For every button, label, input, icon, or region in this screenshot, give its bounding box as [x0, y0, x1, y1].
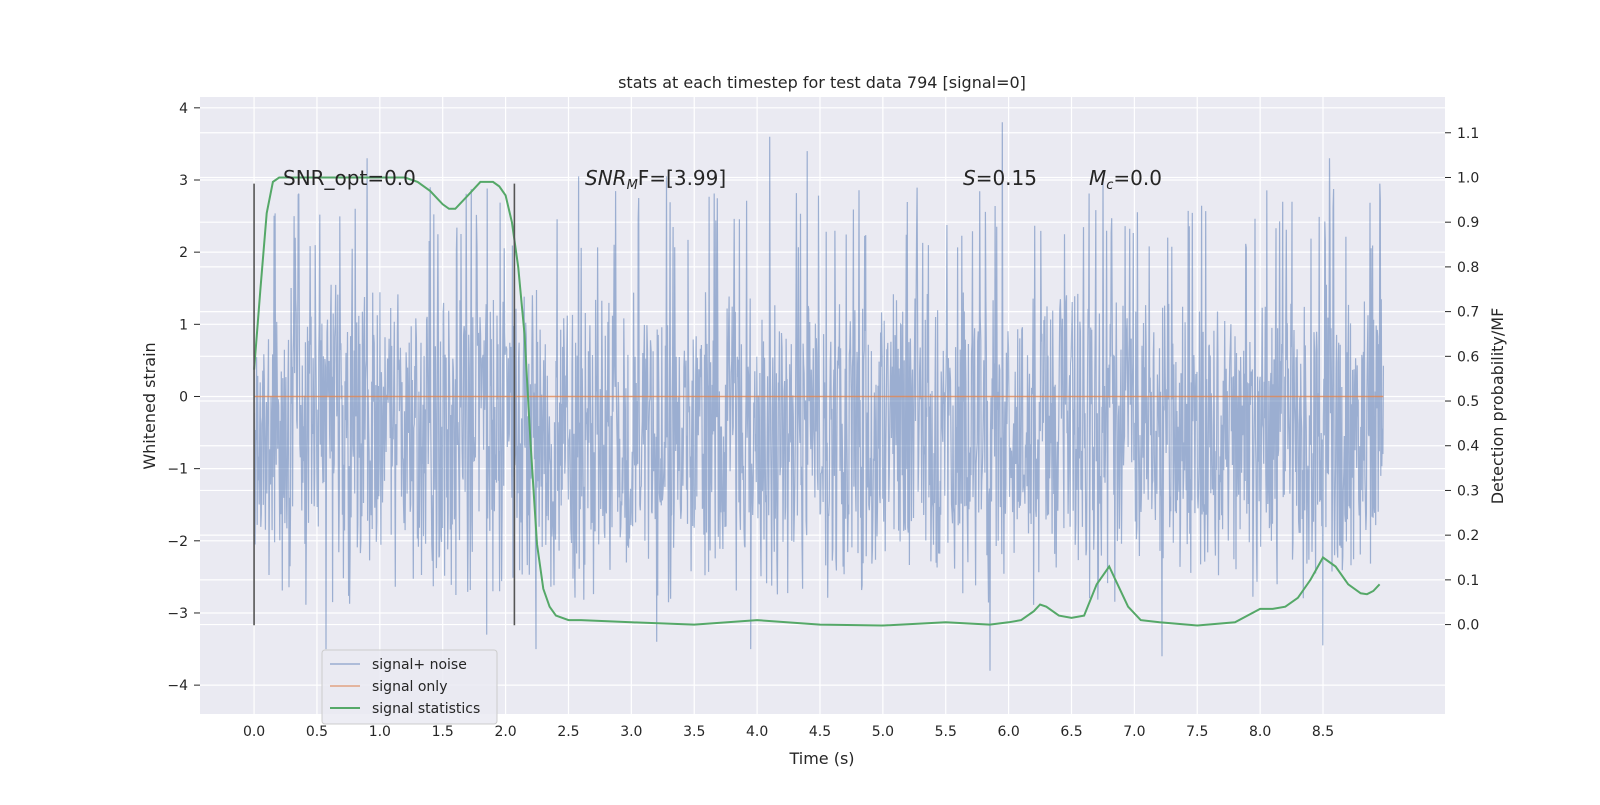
y-right-tick-label: 0.2	[1457, 528, 1479, 544]
x-tick-label: 6.0	[997, 724, 1019, 740]
annotation-mc-italic: M	[1089, 166, 1106, 190]
y-left-tick-label: 4	[179, 101, 188, 117]
marker-layer	[253, 183, 516, 626]
annotations: SNR_opt=0.0 SNRMF=[3.99] S=0.15 Mc=0.0	[283, 166, 1162, 193]
y-left-tick-label: −2	[167, 534, 188, 550]
legend-label-signal-statistics: signal statistics	[372, 701, 480, 717]
y-left-tick-label: 0	[179, 389, 188, 405]
y-right-tick-label: 0.7	[1457, 305, 1479, 321]
x-tick-label: 3.5	[683, 724, 705, 740]
y-left-tick-label: 2	[179, 245, 188, 261]
x-tick-label: 3.0	[620, 724, 642, 740]
signal-noise-series	[253, 122, 1384, 671]
y-right-tick-label: 1.0	[1457, 170, 1479, 186]
annotation-mc-sub: c	[1106, 178, 1113, 193]
y-right-tick-label: 0.3	[1457, 483, 1479, 499]
annotation-snr-mf-sub: M	[627, 178, 638, 193]
x-axis-label: Time (s)	[788, 749, 854, 768]
x-tick-label: 4.0	[746, 724, 768, 740]
y-right-tick-label: 0.1	[1457, 573, 1479, 589]
x-tick-label: 2.5	[557, 724, 579, 740]
annotation-snr-opt: SNR_opt=0.0	[283, 166, 416, 190]
y-right-tick-label: 0.6	[1457, 349, 1479, 365]
x-tick-label: 5.5	[935, 724, 957, 740]
x-tick-label: 8.0	[1249, 724, 1271, 740]
signal-statistics-line	[253, 176, 1381, 627]
y-right-tick-label: 0.4	[1457, 439, 1479, 455]
x-tick-label: 0.5	[306, 724, 328, 740]
tick-layer: 0.0 0.5 1.0 1.5 2.0 2.5 3.0 3.5 4.0 4.5 5.0 5.5 6.0 6…	[167, 101, 1479, 740]
legend: signal+ noise signal only signal statist…	[321, 649, 498, 725]
x-tick-label: 7.0	[1123, 724, 1145, 740]
annotation-s-rest: =0.15	[976, 166, 1037, 190]
x-tick-label: 7.5	[1186, 724, 1208, 740]
x-tick-label: 1.5	[432, 724, 454, 740]
y-right-tick-label: 0.9	[1457, 215, 1479, 231]
legend-label-signal-only: signal only	[372, 679, 447, 695]
y-axis-label-right: Detection probability/MF	[1488, 308, 1507, 505]
y-right-tick-label: 1.1	[1457, 126, 1479, 142]
y-right-tick-label: 0.5	[1457, 394, 1479, 410]
annotation-s-italic: S	[963, 166, 976, 190]
y-left-tick-label: 3	[179, 173, 188, 189]
y-axis-label-left: Whitened strain	[140, 342, 159, 469]
chart-title: stats at each timestep for test data 794…	[618, 73, 1026, 92]
x-tick-label: 5.0	[872, 724, 894, 740]
legend-label-signal-noise: signal+ noise	[372, 657, 467, 673]
signal-noise-line	[253, 122, 1384, 671]
y-right-tick-label: 0.8	[1457, 260, 1479, 276]
annotation-mc-rest: =0.0	[1113, 166, 1162, 190]
y-left-tick-label: 1	[179, 317, 188, 333]
annotation-snr-mf-prefix: SNR	[585, 166, 627, 190]
legend-box	[321, 649, 498, 725]
x-tick-label: 6.5	[1060, 724, 1082, 740]
annotation-mc: Mc=0.0	[1089, 166, 1162, 193]
x-tick-label: 1.0	[369, 724, 391, 740]
y-left-tick-label: −1	[167, 462, 188, 478]
annotation-s: S=0.15	[963, 166, 1037, 190]
x-tick-label: 8.5	[1312, 724, 1334, 740]
y-left-tick-label: −3	[167, 606, 188, 622]
x-tick-label: 2.0	[494, 724, 516, 740]
annotation-snr-mf-rest: F=[3.99]	[638, 166, 726, 190]
x-tick-label: 0.0	[243, 724, 265, 740]
annotation-snr-mf: SNRMF=[3.99]	[585, 166, 726, 193]
y-right-tick-label: 0.0	[1457, 618, 1479, 634]
x-tick-label: 4.5	[809, 724, 831, 740]
y-left-tick-label: −4	[167, 678, 188, 694]
line-layer	[253, 176, 1384, 627]
